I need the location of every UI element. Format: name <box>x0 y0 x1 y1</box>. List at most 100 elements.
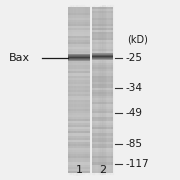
Bar <box>68 21 90 24</box>
Bar <box>92 40 113 42</box>
Text: 2: 2 <box>99 165 106 175</box>
Bar <box>92 141 113 144</box>
Bar <box>68 170 90 173</box>
Bar <box>68 57 90 58</box>
Bar <box>68 141 90 144</box>
Bar <box>92 98 113 100</box>
Bar <box>92 54 113 55</box>
Bar <box>68 117 90 119</box>
Bar <box>92 30 113 32</box>
Bar <box>92 42 113 44</box>
Bar <box>92 166 113 169</box>
Bar <box>92 69 113 71</box>
Bar <box>92 131 113 134</box>
Bar <box>92 170 113 173</box>
Bar <box>68 59 90 60</box>
Bar <box>68 42 90 44</box>
Bar <box>68 52 90 55</box>
Bar <box>68 59 90 61</box>
Bar <box>92 57 113 58</box>
Bar <box>92 121 113 123</box>
Bar <box>92 73 113 76</box>
Bar <box>68 48 90 51</box>
Bar <box>92 160 113 162</box>
Bar <box>68 125 90 127</box>
Bar <box>92 148 113 150</box>
Bar <box>92 86 113 88</box>
Bar <box>68 121 90 123</box>
Bar <box>68 106 90 109</box>
Bar <box>68 46 90 49</box>
Bar <box>68 145 90 148</box>
Bar <box>92 145 113 148</box>
Bar <box>92 137 113 140</box>
Bar <box>92 123 113 125</box>
Bar <box>92 19 113 22</box>
Text: -34: -34 <box>126 83 143 93</box>
Bar <box>92 26 113 28</box>
Bar <box>92 46 113 49</box>
Bar <box>68 166 90 169</box>
Bar <box>68 69 90 71</box>
Bar <box>92 139 113 142</box>
Text: (kD): (kD) <box>127 35 148 45</box>
Bar <box>92 58 113 59</box>
Bar <box>68 57 90 59</box>
Bar <box>92 94 113 96</box>
Bar <box>68 110 90 113</box>
Bar <box>92 162 113 165</box>
Bar <box>68 32 90 34</box>
Bar <box>68 55 90 57</box>
Bar <box>68 104 90 107</box>
Bar <box>92 48 113 51</box>
Bar <box>92 104 113 107</box>
Bar <box>68 55 90 56</box>
Bar <box>92 61 113 63</box>
Bar <box>92 108 113 111</box>
Bar <box>68 34 90 36</box>
Text: 1: 1 <box>76 165 83 175</box>
Bar <box>92 75 113 78</box>
Text: -117: -117 <box>126 159 150 169</box>
Bar <box>68 81 90 84</box>
Bar <box>68 58 90 59</box>
Bar <box>92 106 113 109</box>
Text: Bax: Bax <box>9 53 30 63</box>
Bar <box>92 164 113 167</box>
Bar <box>68 137 90 140</box>
Bar <box>92 52 113 55</box>
Bar <box>68 79 90 82</box>
Bar <box>68 26 90 28</box>
Bar <box>92 143 113 146</box>
Bar <box>92 90 113 92</box>
Bar <box>68 168 90 171</box>
Bar <box>92 55 113 56</box>
Bar <box>68 77 90 80</box>
Bar <box>68 133 90 136</box>
Bar <box>92 119 113 121</box>
Bar <box>92 7 113 9</box>
Bar <box>68 65 90 67</box>
Bar <box>92 50 113 53</box>
Bar <box>68 7 90 9</box>
Bar <box>68 11 90 14</box>
Bar <box>68 56 90 57</box>
Bar <box>92 156 113 158</box>
Bar <box>92 28 113 30</box>
Bar <box>92 63 113 65</box>
Bar <box>68 67 90 69</box>
Bar <box>68 58 90 59</box>
Bar <box>92 32 113 34</box>
Bar <box>92 154 113 156</box>
Bar <box>68 158 90 160</box>
Bar <box>68 98 90 100</box>
Bar <box>92 79 113 82</box>
Bar <box>92 71 113 73</box>
Bar <box>68 131 90 134</box>
Bar <box>68 75 90 78</box>
Bar <box>68 129 90 131</box>
Bar <box>92 55 113 57</box>
Bar <box>92 34 113 36</box>
Bar <box>92 13 113 15</box>
Bar <box>92 23 113 26</box>
